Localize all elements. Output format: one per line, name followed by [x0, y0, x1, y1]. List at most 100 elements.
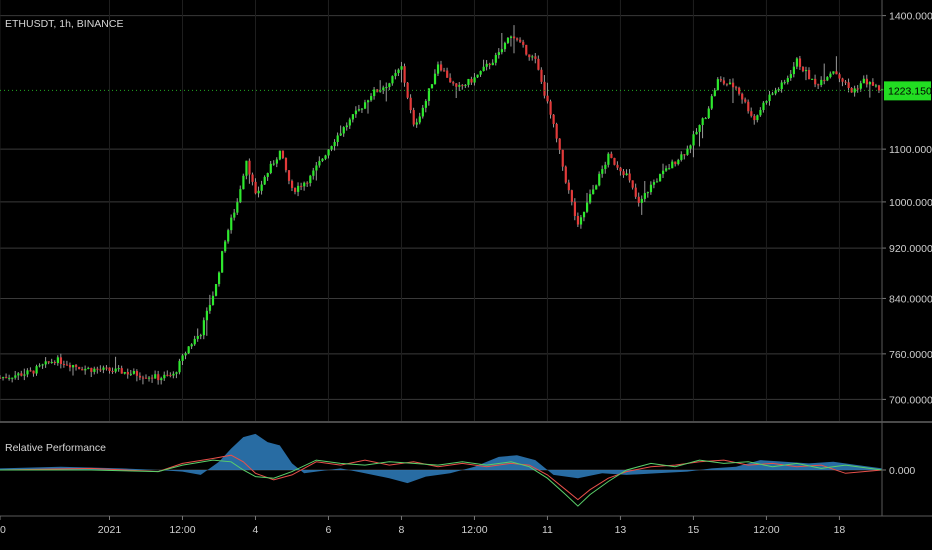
candle-up: [436, 64, 440, 74]
candle-down: [564, 166, 567, 183]
candle-down: [403, 66, 406, 83]
price-candles: [0, 25, 884, 385]
candle-down: [841, 78, 844, 82]
candle-up: [780, 82, 783, 90]
candle-down: [105, 367, 108, 369]
candle-up: [467, 78, 470, 85]
candle-down: [838, 74, 841, 79]
candle-up: [236, 202, 239, 213]
candle-up: [400, 66, 403, 70]
candle-down: [294, 187, 297, 192]
candle-down: [68, 365, 72, 368]
price-pane[interactable]: 1400.00000 1100.00000 1000.00000 920.00000 8…: [0, 0, 932, 422]
candle-down: [631, 180, 634, 188]
candle-up: [795, 58, 799, 67]
candle-up: [217, 272, 221, 285]
candle-up: [692, 134, 695, 146]
candle-down: [53, 361, 56, 364]
time-tick-label: 13: [615, 524, 627, 536]
candle-down: [814, 78, 817, 85]
candle-down: [78, 366, 81, 370]
candle-up: [2, 377, 5, 379]
time-axis[interactable]: 30 2021 12:00 4 6 8 12:00 11 13 15 12:00 18: [0, 516, 845, 536]
candle-down: [461, 85, 464, 87]
candle-up: [345, 125, 348, 128]
candle-up: [394, 73, 397, 77]
last-price-tag-box: [884, 81, 931, 101]
candle-down: [29, 370, 32, 372]
candle-down: [59, 357, 63, 364]
candle-down: [281, 150, 285, 158]
candle-up: [178, 360, 181, 373]
candle-up: [509, 36, 513, 38]
candle-up: [357, 109, 361, 111]
candle-up: [531, 56, 534, 58]
candle-down: [287, 170, 291, 181]
candle-up: [84, 368, 87, 371]
candle-down: [254, 181, 257, 194]
candle-up: [321, 158, 324, 161]
candle-down: [871, 82, 875, 86]
candle-up: [208, 305, 212, 311]
indicator-y-axis: 0.000: [882, 465, 915, 477]
candle-up: [506, 37, 510, 43]
candle-up: [768, 94, 771, 102]
candle-up: [665, 168, 668, 171]
candle-down: [558, 138, 561, 150]
candle-down: [126, 372, 129, 375]
time-tick-label: 12:00: [169, 524, 195, 536]
candle-up: [132, 371, 136, 374]
candle-up: [786, 78, 789, 83]
candle-down: [865, 78, 868, 85]
candle-down: [847, 82, 850, 88]
candle-up: [820, 79, 823, 86]
candle-up: [44, 361, 47, 365]
indicator-tick-label: 0.000: [889, 465, 915, 477]
candle-up: [473, 77, 476, 83]
candle-up: [257, 190, 260, 194]
candle-up: [458, 85, 461, 87]
candle-down: [111, 371, 114, 373]
candle-up: [93, 368, 96, 372]
candle-down: [567, 182, 570, 191]
time-tick-label: 8: [399, 524, 405, 536]
candle-up: [853, 88, 856, 93]
candle-down: [376, 89, 379, 92]
candle-up: [227, 230, 230, 242]
candle-down: [284, 157, 288, 171]
candle-up: [716, 79, 719, 91]
candle-down: [248, 160, 251, 175]
candle-up: [427, 88, 431, 102]
candle-up: [759, 109, 762, 116]
candle-down: [576, 215, 580, 225]
candle-down: [735, 87, 738, 89]
candle-up: [868, 82, 872, 85]
candle-up: [811, 78, 814, 80]
candle-up: [181, 355, 184, 361]
candle-down: [446, 70, 449, 78]
candle-up: [8, 377, 11, 379]
candle-down: [449, 77, 452, 83]
candle-up: [485, 63, 488, 67]
time-tick-label: 11: [542, 524, 553, 536]
candle-up: [336, 135, 339, 142]
candle-up: [482, 66, 485, 72]
price-tick-label: 1000.00000: [889, 197, 932, 209]
candle-up: [792, 66, 795, 75]
candle-up: [348, 119, 351, 126]
candle-up: [756, 115, 759, 121]
candle-down: [166, 374, 169, 376]
candle-down: [753, 115, 756, 121]
candle-up: [652, 182, 656, 185]
candle-up: [202, 320, 205, 336]
candle-up: [330, 146, 333, 150]
candle-up: [397, 69, 400, 74]
candle-down: [570, 190, 573, 202]
candle-down: [455, 83, 458, 87]
candle-up: [829, 73, 832, 78]
candle-up: [649, 184, 653, 193]
relative-performance-line-1: [0, 454, 883, 501]
time-tick-label: 6: [326, 524, 332, 536]
indicator-pane[interactable]: 0.000 Relative Performance: [0, 433, 915, 507]
